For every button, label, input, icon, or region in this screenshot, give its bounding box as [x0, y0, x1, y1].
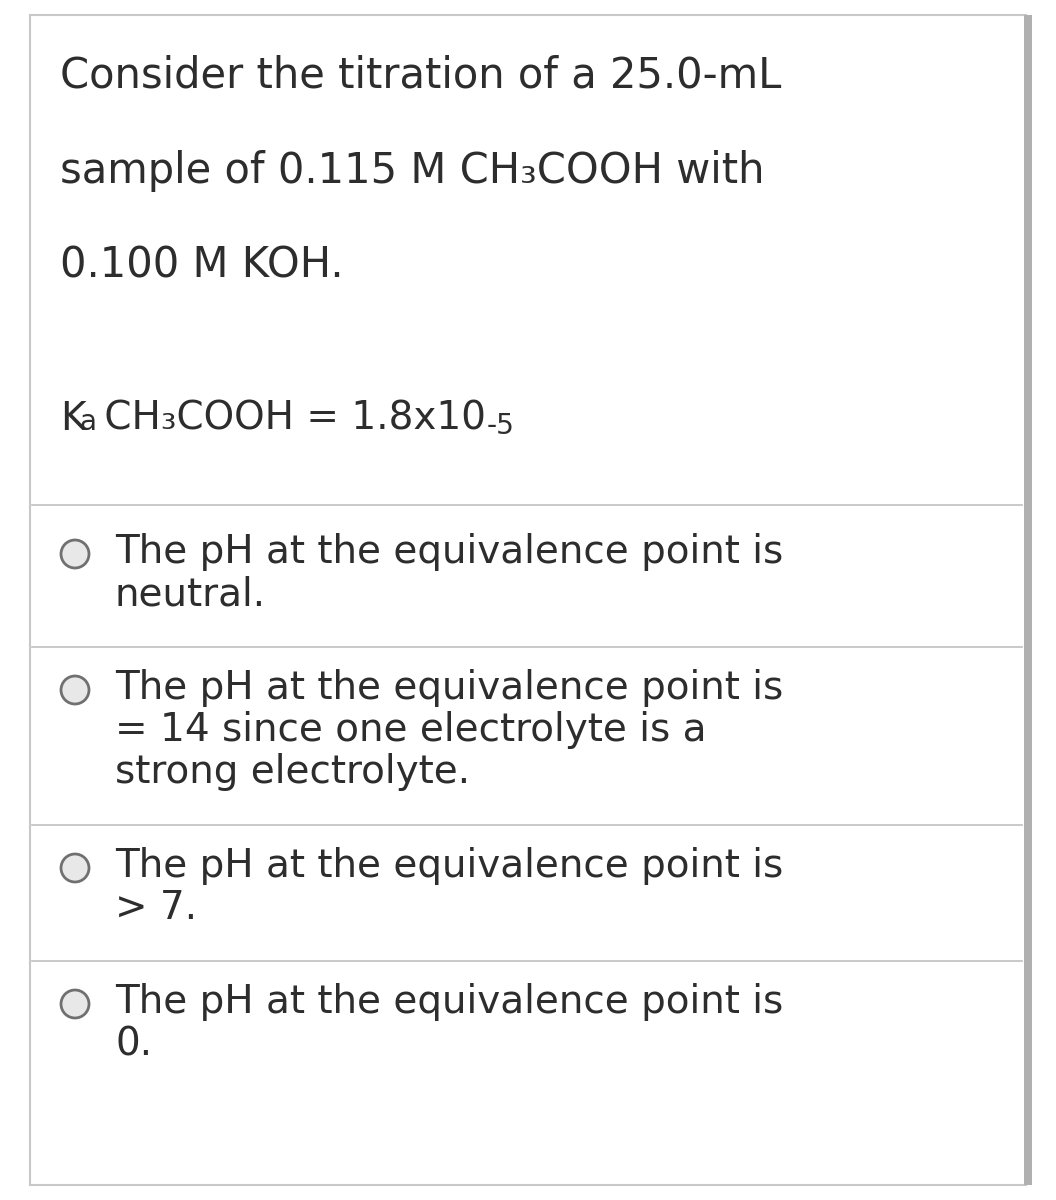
Text: strong electrolyte.: strong electrolyte.	[115, 754, 470, 791]
Text: K: K	[60, 400, 86, 438]
Text: 0.100 M KOH.: 0.100 M KOH.	[60, 245, 343, 287]
FancyBboxPatch shape	[1024, 14, 1032, 1186]
Text: a: a	[79, 408, 96, 436]
Text: > 7.: > 7.	[115, 889, 197, 926]
Circle shape	[61, 990, 89, 1018]
Text: = 14 since one electrolyte is a: = 14 since one electrolyte is a	[115, 710, 706, 749]
Text: sample of 0.115 M CH₃COOH with: sample of 0.115 M CH₃COOH with	[60, 150, 765, 192]
Circle shape	[61, 540, 89, 568]
Circle shape	[61, 676, 89, 704]
FancyBboxPatch shape	[30, 14, 1026, 1186]
Text: The pH at the equivalence point is: The pH at the equivalence point is	[115, 983, 784, 1021]
Text: neutral.: neutral.	[115, 575, 266, 613]
Text: The pH at the equivalence point is: The pH at the equivalence point is	[115, 533, 784, 571]
Text: The pH at the equivalence point is: The pH at the equivalence point is	[115, 670, 784, 707]
Text: -5: -5	[487, 412, 515, 440]
Text: 0.: 0.	[115, 1025, 152, 1063]
Circle shape	[61, 854, 89, 882]
Text: The pH at the equivalence point is: The pH at the equivalence point is	[115, 847, 784, 886]
Text: Consider the titration of a 25.0-mL: Consider the titration of a 25.0-mL	[60, 55, 781, 97]
Text: CH₃COOH = 1.8x10: CH₃COOH = 1.8x10	[92, 400, 486, 438]
